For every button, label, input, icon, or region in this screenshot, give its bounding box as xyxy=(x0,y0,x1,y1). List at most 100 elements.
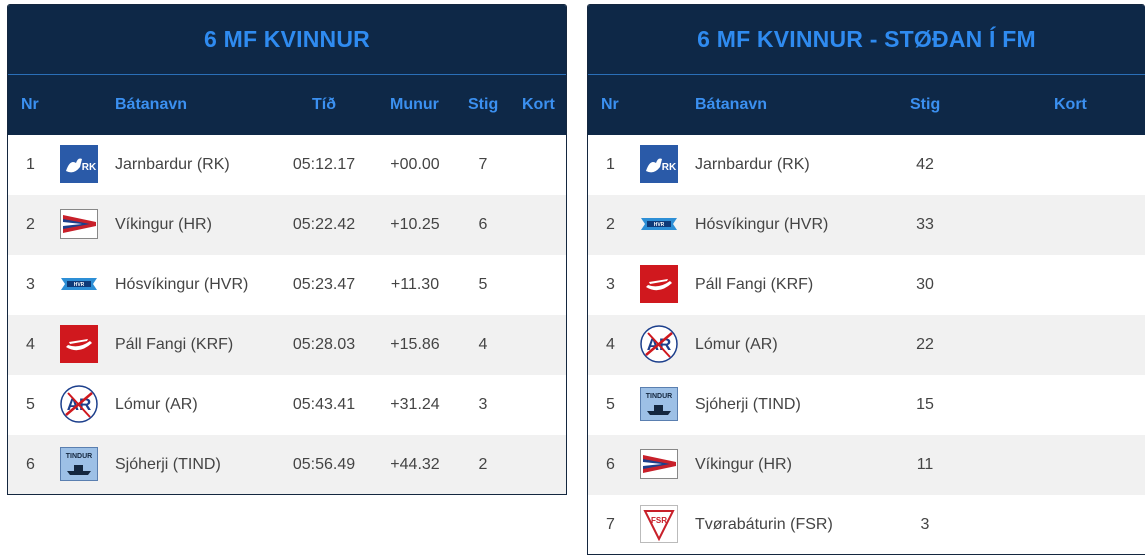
rank: 6 xyxy=(26,456,35,473)
boat-name: Sjóherji (TIND) xyxy=(695,396,801,413)
card-value xyxy=(514,375,562,435)
header-points: Stig xyxy=(468,96,499,113)
rank: 2 xyxy=(606,216,615,233)
hr-logo-icon xyxy=(60,205,98,243)
svg-text:HVR: HVR xyxy=(654,222,665,228)
header-diff: Munur xyxy=(390,96,439,113)
table-row: 3 Páll Fangi (KRF) 30 xyxy=(588,255,1145,315)
table-row: 4 AR Lómur (AR) 22 xyxy=(588,315,1145,375)
points-value: 22 xyxy=(916,336,934,353)
table-row: 6 TINDUR Sjóherji (TIND) 05:56.49 +44.32 2 xyxy=(8,435,566,494)
table-row: 7 FSR Tvørabáturin (FSR) 3 xyxy=(588,495,1145,554)
diff-value: +44.32 xyxy=(390,456,440,473)
krf-logo-icon xyxy=(60,325,98,363)
rank: 4 xyxy=(606,336,615,353)
card-value xyxy=(514,195,562,255)
card-value xyxy=(1038,255,1102,315)
boat-name: Víkingur (HR) xyxy=(115,216,212,233)
time-value: 05:43.41 xyxy=(292,396,356,413)
rk-logo-icon: RK xyxy=(60,145,98,183)
hvr-logo-icon: HVR xyxy=(640,205,678,243)
rank: 1 xyxy=(606,156,615,173)
rk-logo-icon: RK xyxy=(640,145,678,183)
table-body: 1 RK Jarnbardur (RK) 05:12.17 +00.00 7 2 Víking… xyxy=(8,135,566,494)
rank: 5 xyxy=(26,396,35,413)
points-value: 5 xyxy=(478,276,488,293)
panel-title: 6 MF KVINNUR - STØÐAN Í FM xyxy=(588,5,1145,74)
card-value xyxy=(514,315,562,375)
standings-panel: 6 MF KVINNUR - STØÐAN Í FM Nr Bátanavn S… xyxy=(587,4,1145,555)
points-value: 7 xyxy=(478,156,488,173)
table-row: 2 HVR Hósvíkingur (HVR) 33 xyxy=(588,195,1145,255)
race-result-panel: 6 MF KVINNUR Nr Bátanavn Tíð Munur Stig … xyxy=(7,4,567,495)
card-value xyxy=(514,255,562,315)
rank: 1 xyxy=(26,156,35,173)
table-row: 1 RK Jarnbardur (RK) 05:12.17 +00.00 7 xyxy=(8,135,566,195)
svg-text:HVR: HVR xyxy=(74,282,85,288)
rank: 4 xyxy=(26,336,35,353)
rank: 6 xyxy=(606,456,615,473)
tind-logo-icon: TINDUR xyxy=(640,385,678,423)
points-value: 11 xyxy=(916,456,934,473)
boat-name: Tvørabáturin (FSR) xyxy=(695,516,833,533)
hr-logo-icon xyxy=(640,445,678,483)
svg-text:TINDUR: TINDUR xyxy=(66,453,92,460)
rank: 7 xyxy=(606,516,615,533)
tind-logo-icon: TINDUR xyxy=(60,445,98,483)
rank: 3 xyxy=(26,276,35,293)
points-value: 30 xyxy=(916,276,934,293)
table-row: 2 Víkingur (HR) 05:22.42 +10.25 6 xyxy=(8,195,566,255)
svg-text:RK: RK xyxy=(82,162,97,173)
boat-name: Jarnbardur (RK) xyxy=(115,156,230,173)
points-value: 2 xyxy=(478,456,488,473)
panel-title: 6 MF KVINNUR xyxy=(8,5,566,74)
header-nr: Nr xyxy=(21,96,39,113)
diff-value: +31.24 xyxy=(390,396,440,413)
boat-name: Hósvíkingur (HVR) xyxy=(695,216,829,233)
time-value: 05:22.42 xyxy=(292,216,356,233)
points-value: 3 xyxy=(478,396,488,413)
ar-logo-icon: AR xyxy=(640,325,678,363)
diff-value: +11.30 xyxy=(390,276,440,293)
krf-logo-icon xyxy=(640,265,678,303)
points-value: 33 xyxy=(916,216,934,233)
diff-value: +10.25 xyxy=(390,216,440,233)
header-boat: Bátanavn xyxy=(115,96,188,113)
card-value xyxy=(1038,375,1102,435)
boat-name: Hósvíkingur (HVR) xyxy=(115,276,249,293)
card-value xyxy=(1038,495,1102,554)
time-value: 05:23.47 xyxy=(292,276,356,293)
boat-name: Lómur (AR) xyxy=(695,336,778,353)
table-header: Nr Bátanavn Stig Kort xyxy=(588,74,1145,135)
diff-value: +15.86 xyxy=(390,336,440,353)
rank: 5 xyxy=(606,396,615,413)
header-nr: Nr xyxy=(601,96,619,113)
time-value: 05:56.49 xyxy=(292,456,356,473)
boat-name: Lómur (AR) xyxy=(115,396,198,413)
hvr-logo-icon: HVR xyxy=(60,265,98,303)
card-value xyxy=(1038,135,1102,195)
boat-name: Sjóherji (TIND) xyxy=(115,456,221,473)
points-value: 4 xyxy=(478,336,488,353)
header-card: Kort xyxy=(522,96,555,113)
table-row: 3 HVR Hósvíkingur (HVR) 05:23.47 +11.30 5 xyxy=(8,255,566,315)
table-row: 1 RK Jarnbardur (RK) 42 xyxy=(588,135,1145,195)
fsr-logo-icon: FSR xyxy=(640,505,678,543)
table-row: 4 Páll Fangi (KRF) 05:28.03 +15.86 4 xyxy=(8,315,566,375)
boat-name: Páll Fangi (KRF) xyxy=(695,276,814,293)
table-row: 6 Víkingur (HR) 11 xyxy=(588,435,1145,495)
table-row: 5 AR Lómur (AR) 05:43.41 +31.24 3 xyxy=(8,375,566,435)
header-points: Stig xyxy=(910,96,941,113)
svg-text:TINDUR: TINDUR xyxy=(646,393,672,400)
card-value xyxy=(1038,435,1102,495)
header-boat: Bátanavn xyxy=(695,96,768,113)
header-card: Kort xyxy=(1054,96,1087,113)
rank: 2 xyxy=(26,216,35,233)
ar-logo-icon: AR xyxy=(60,385,98,423)
card-value xyxy=(1038,195,1102,255)
card-value xyxy=(514,135,562,195)
boat-name: Víkingur (HR) xyxy=(695,456,792,473)
time-value: 05:12.17 xyxy=(292,156,356,173)
svg-text:FSR: FSR xyxy=(651,516,667,525)
rank: 3 xyxy=(606,276,615,293)
